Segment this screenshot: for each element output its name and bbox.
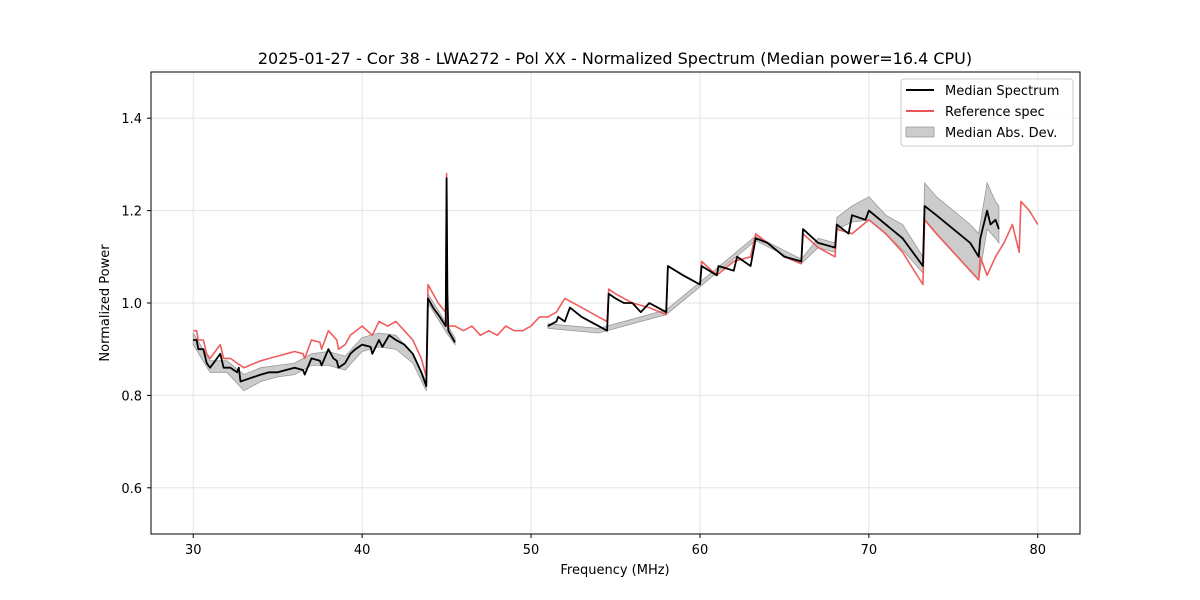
y-axis-label: Normalized Power <box>98 244 113 362</box>
legend-label: Reference spec <box>945 105 1045 120</box>
legend: Median Spectrum Reference spec Median Abs.… <box>900 78 1074 147</box>
y-tick-label: 1.0 <box>121 297 142 312</box>
median-spectrum-line <box>547 205 1000 332</box>
reference-spectrum-line <box>193 172 1039 378</box>
x-tick-label: 40 <box>354 543 371 558</box>
y-tick-label: 0.6 <box>121 482 142 497</box>
series-lines <box>193 172 1039 388</box>
legend-swatch-band <box>905 126 935 138</box>
median-spectrum-line <box>193 177 456 388</box>
x-tick-label: 50 <box>523 543 540 558</box>
x-axis-label: Frequency (MHz) <box>560 563 669 578</box>
x-axis-ticks: 30 40 50 60 70 80 <box>185 534 1046 558</box>
x-tick-label: 60 <box>692 543 709 558</box>
x-tick-label: 70 <box>861 543 878 558</box>
y-tick-label: 1.2 <box>121 205 142 220</box>
legend-label: Median Abs. Dev. <box>945 126 1057 141</box>
x-tick-label: 30 <box>185 543 202 558</box>
legend-label: Median Spectrum <box>945 84 1059 99</box>
x-tick-label: 80 <box>1029 543 1046 558</box>
mad-band <box>192 292 456 392</box>
y-tick-label: 1.4 <box>121 112 142 127</box>
y-tick-label: 0.8 <box>121 389 142 404</box>
legend-box <box>900 78 1074 147</box>
y-axis-ticks: 0.6 0.8 1.0 1.2 1.4 <box>121 112 151 497</box>
chart-title: 2025-01-27 - Cor 38 - LWA272 - Pol XX - … <box>258 49 972 68</box>
